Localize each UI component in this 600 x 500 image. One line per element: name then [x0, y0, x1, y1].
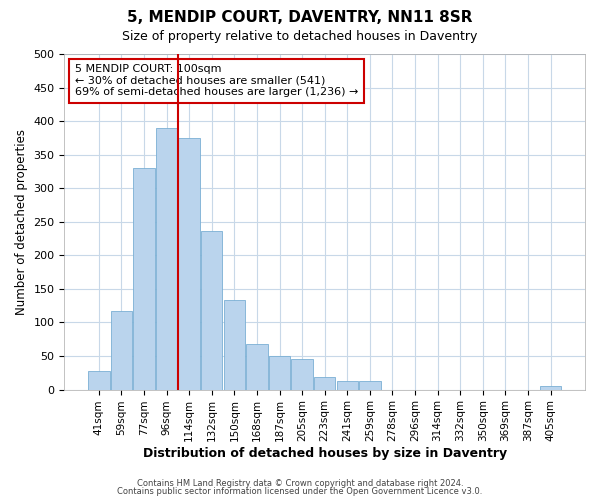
- Bar: [269, 356, 290, 390]
- Text: Size of property relative to detached houses in Daventry: Size of property relative to detached ho…: [122, 30, 478, 43]
- Text: Contains HM Land Registry data © Crown copyright and database right 2024.: Contains HM Land Registry data © Crown c…: [137, 478, 463, 488]
- Bar: [314, 377, 335, 390]
- Bar: [133, 168, 155, 390]
- Text: Contains public sector information licensed under the Open Government Licence v3: Contains public sector information licen…: [118, 487, 482, 496]
- Y-axis label: Number of detached properties: Number of detached properties: [15, 129, 28, 315]
- Text: 5, MENDIP COURT, DAVENTRY, NN11 8SR: 5, MENDIP COURT, DAVENTRY, NN11 8SR: [127, 10, 473, 25]
- Bar: [178, 138, 200, 390]
- Bar: [540, 386, 562, 390]
- Bar: [292, 358, 313, 390]
- Bar: [246, 344, 268, 390]
- Bar: [88, 371, 110, 390]
- Bar: [110, 311, 132, 390]
- Bar: [224, 300, 245, 390]
- Bar: [201, 230, 223, 390]
- Bar: [156, 128, 177, 390]
- Bar: [337, 381, 358, 390]
- X-axis label: Distribution of detached houses by size in Daventry: Distribution of detached houses by size …: [143, 447, 507, 460]
- Text: 5 MENDIP COURT: 100sqm
← 30% of detached houses are smaller (541)
69% of semi-de: 5 MENDIP COURT: 100sqm ← 30% of detached…: [75, 64, 358, 98]
- Bar: [359, 381, 380, 390]
